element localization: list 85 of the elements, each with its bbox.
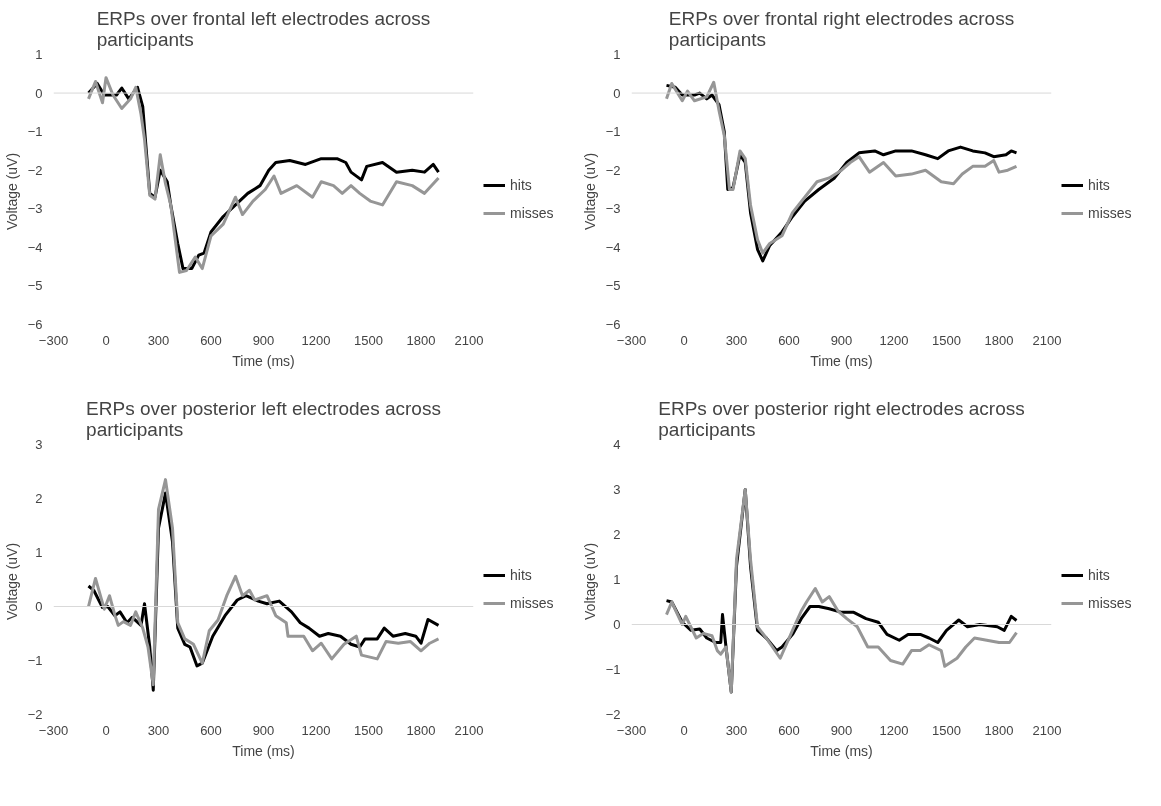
x-tick-label: 300 <box>725 722 748 738</box>
x-tick-label: −300 <box>38 722 69 738</box>
legend-label: hits <box>510 566 532 583</box>
y-tick-label: −3 <box>605 201 621 217</box>
legend-label: misses <box>1088 204 1132 221</box>
x-tick-label: 900 <box>252 722 275 738</box>
y-tick-label: 2 <box>613 527 621 542</box>
y-axis-title: Voltage (uV) <box>581 152 598 230</box>
x-tick-label: 300 <box>147 722 170 738</box>
x-tick-label: 600 <box>200 332 222 348</box>
x-tick-label: 300 <box>725 332 748 348</box>
y-tick-label: −2 <box>27 707 43 722</box>
x-tick-label: 1500 <box>354 332 383 348</box>
legend-label: hits <box>1088 566 1110 583</box>
y-tick-label: −2 <box>27 162 43 178</box>
x-tick-label: 900 <box>830 332 853 348</box>
x-tick-label: 1800 <box>406 332 436 348</box>
x-tick-label: 0 <box>680 332 688 348</box>
y-tick-label: 0 <box>613 617 621 632</box>
y-tick-label: 4 <box>613 437 621 452</box>
x-axis-title: Time (ms) <box>232 352 295 369</box>
x-tick-label: 0 <box>102 722 110 738</box>
x-axis-title: Time (ms) <box>232 742 295 759</box>
y-tick-label: 3 <box>35 437 43 452</box>
y-tick-label: −1 <box>605 662 621 677</box>
x-tick-label: 600 <box>778 332 800 348</box>
x-tick-label: 1500 <box>354 722 383 738</box>
chart-title: ERPs over posterior left electrodes across participants <box>86 397 441 440</box>
y-tick-label: −6 <box>27 317 43 332</box>
x-tick-label: −300 <box>38 332 69 348</box>
y-tick-label: −2 <box>605 162 621 178</box>
legend-label: misses <box>510 594 554 611</box>
chart-title: ERPs over frontal right electrodes across participants <box>668 7 1015 50</box>
x-tick-label: 900 <box>252 332 275 348</box>
x-tick-label: 1800 <box>984 722 1014 738</box>
x-tick-label: 300 <box>147 332 170 348</box>
y-tick-label: −6 <box>605 317 621 332</box>
y-tick-label: 1 <box>35 47 43 62</box>
y-axis-title: Voltage (uV) <box>3 152 20 230</box>
y-tick-label: −1 <box>27 653 43 668</box>
x-tick-label: 1200 <box>301 332 331 348</box>
x-tick-label: 2100 <box>1032 722 1062 738</box>
x-tick-label: 0 <box>102 332 110 348</box>
y-tick-label: 0 <box>35 85 43 101</box>
y-tick-label: −2 <box>605 707 621 722</box>
chart-title: ERPs over frontal left electrodes across participants <box>96 7 431 50</box>
x-axis-title: Time (ms) <box>810 742 873 759</box>
x-tick-label: 2100 <box>454 332 484 348</box>
y-axis-title: Voltage (uV) <box>581 542 598 620</box>
legend-label: hits <box>510 176 532 193</box>
legend-label: misses <box>1088 594 1132 611</box>
x-tick-label: 2100 <box>1032 332 1062 348</box>
x-tick-label: −300 <box>616 722 647 738</box>
y-tick-label: −5 <box>605 278 621 294</box>
y-tick-label: 1 <box>613 572 621 587</box>
x-tick-label: 1800 <box>406 722 436 738</box>
y-tick-label: −1 <box>27 124 43 140</box>
y-tick-label: 0 <box>613 85 621 101</box>
y-tick-label: 1 <box>35 545 43 560</box>
y-tick-label: −3 <box>27 201 43 217</box>
y-tick-label: −4 <box>27 239 43 255</box>
y-tick-label: −1 <box>605 124 621 140</box>
x-tick-label: 600 <box>200 722 222 738</box>
y-tick-label: 1 <box>613 47 621 62</box>
x-tick-label: 1200 <box>301 722 331 738</box>
x-tick-label: −300 <box>616 332 647 348</box>
legend-label: misses <box>510 204 554 221</box>
y-tick-label: −5 <box>27 278 43 294</box>
y-tick-label: 0 <box>35 599 43 614</box>
chart-title: ERPs over posterior right electrodes across participants <box>658 397 1025 440</box>
y-tick-label: 3 <box>613 482 621 497</box>
y-axis-title: Voltage (uV) <box>3 542 20 620</box>
y-tick-label: 2 <box>35 491 43 506</box>
x-tick-label: 2100 <box>454 722 484 738</box>
x-tick-label: 600 <box>778 722 800 738</box>
x-tick-label: 1800 <box>984 332 1014 348</box>
x-tick-label: 900 <box>830 722 853 738</box>
x-tick-label: 1200 <box>879 332 909 348</box>
legend-label: hits <box>1088 176 1110 193</box>
y-tick-label: −4 <box>605 239 621 255</box>
x-tick-label: 0 <box>680 722 688 738</box>
x-tick-label: 1200 <box>879 722 909 738</box>
x-tick-label: 1500 <box>932 722 961 738</box>
x-tick-label: 1500 <box>932 332 961 348</box>
x-axis-title: Time (ms) <box>810 352 873 369</box>
